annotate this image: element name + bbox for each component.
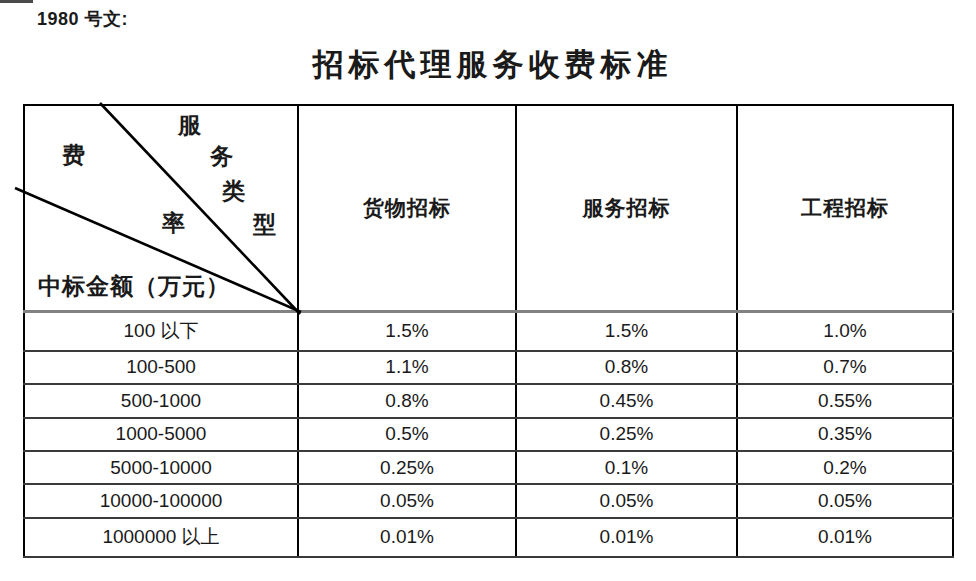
rate-cell: 1.0%: [737, 311, 953, 351]
rate-cell: 0.2%: [737, 451, 953, 484]
amount-range-cell: 5000-10000: [24, 451, 298, 484]
rate-cell: 0.1%: [516, 451, 737, 484]
rate-cell: 0.7%: [737, 351, 953, 384]
rate-cell: 0.05%: [298, 484, 516, 517]
title-container: 招标代理服务收费标准: [23, 44, 952, 86]
amount-range-cell: 100 以下: [24, 311, 298, 351]
doc-number: 1980 号文:: [37, 7, 128, 31]
amount-axis-label: 中标金额（万元）: [38, 275, 230, 298]
diagonal-header-cell: 服 务 类 型 费 率 中标金额（万元）: [24, 105, 298, 311]
table-row: 1000000 以上 0.01% 0.01% 0.01%: [24, 518, 953, 557]
amount-range-cell: 500-1000: [24, 384, 298, 417]
service-type-char: 务: [210, 145, 233, 168]
rate-cell: 0.01%: [737, 518, 953, 557]
amount-range-cell: 100-500: [24, 351, 298, 384]
service-type-char: 型: [253, 213, 276, 236]
amount-range-cell: 1000-5000: [24, 418, 298, 451]
rate-cell: 1.1%: [298, 351, 516, 384]
column-header-goods: 货物招标: [298, 105, 516, 311]
table-row: 1000-5000 0.5% 0.25% 0.35%: [24, 418, 953, 451]
column-header-service: 服务招标: [516, 105, 737, 311]
fee-rate-char: 费: [62, 144, 85, 167]
rate-cell: 0.01%: [298, 518, 516, 557]
table-row: 10000-100000 0.05% 0.05% 0.05%: [24, 484, 953, 517]
table-row: 100-500 1.1% 0.8% 0.7%: [24, 351, 953, 384]
rate-cell: 0.01%: [516, 518, 737, 557]
rate-cell: 0.5%: [298, 418, 516, 451]
column-header-engineering: 工程招标: [737, 105, 953, 311]
page-title: 招标代理服务收费标准: [303, 44, 673, 86]
rate-cell: 1.5%: [298, 311, 516, 351]
fee-standard-table: 服 务 类 型 费 率 中标金额（万元） 货物招标 服务招标 工程招标 100 …: [23, 104, 954, 558]
table-row: 500-1000 0.8% 0.45% 0.55%: [24, 384, 953, 417]
table-row: 100 以下 1.5% 1.5% 1.0%: [24, 311, 953, 351]
rate-cell: 0.25%: [516, 418, 737, 451]
rate-cell: 0.05%: [516, 484, 737, 517]
rate-cell: 0.05%: [737, 484, 953, 517]
rate-cell: 0.35%: [737, 418, 953, 451]
table-row: 5000-10000 0.25% 0.1% 0.2%: [24, 451, 953, 484]
rate-cell: 1.5%: [516, 311, 737, 351]
rate-cell: 0.8%: [516, 351, 737, 384]
table-header-row: 服 务 类 型 费 率 中标金额（万元） 货物招标 服务招标 工程招标: [24, 105, 953, 311]
service-type-char: 类: [222, 180, 245, 203]
rate-cell: 0.8%: [298, 384, 516, 417]
rate-cell: 0.45%: [516, 384, 737, 417]
service-type-char: 服: [178, 114, 201, 137]
amount-range-cell: 1000000 以上: [24, 518, 298, 557]
rate-cell: 0.55%: [737, 384, 953, 417]
fee-rate-char: 率: [162, 212, 185, 235]
page-corner-artifact: [0, 0, 33, 3]
amount-range-cell: 10000-100000: [24, 484, 298, 517]
rate-cell: 0.25%: [298, 451, 516, 484]
